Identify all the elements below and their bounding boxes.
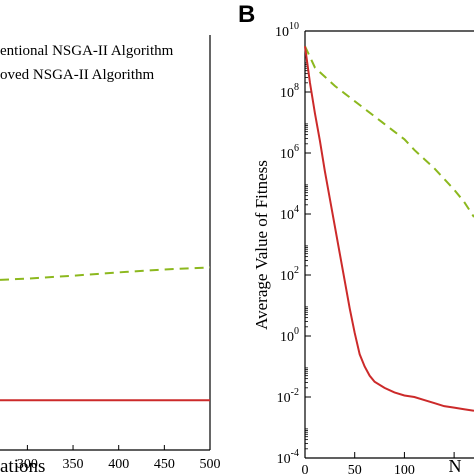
panel-b-series [304, 45, 474, 412]
x-tick-label: 0 [302, 463, 309, 474]
panel-a-series [0, 266, 211, 402]
panel-b-label: B [238, 1, 255, 28]
panel-b-y-ticks: 10-4 10-2 100 102 104 106 108 1010 [275, 21, 311, 467]
panel-a: 300 350 400 450 500 ations entional NSGA-II … [0, 35, 221, 474]
x-tick-label: 100 [394, 463, 415, 474]
panel-a-legend: entional NSGA-II Algorithm oved NSGA-II … [0, 43, 174, 83]
x-tick-label: 450 [154, 457, 175, 472]
x-tick-label: 300 [17, 457, 38, 472]
y-tick-label: 10-4 [277, 448, 299, 467]
y-tick-label: 1010 [275, 21, 299, 40]
series-line [0, 266, 211, 281]
panel-a-x-ticks: 300 350 400 450 500 [17, 445, 221, 472]
legend-entry-conventional: entional NSGA-II Algorithm [0, 43, 174, 59]
series-line [304, 45, 474, 218]
panel-b: B 10-4 10-2 100 102 104 106 108 1010 0 50 100 N Av… [238, 1, 474, 474]
panel-b-x-ticks: 0 50 100 N [302, 452, 462, 474]
x-tick-label: 500 [200, 457, 221, 472]
x-tick-label: 50 [348, 463, 362, 474]
x-tick-label: N [449, 456, 462, 474]
y-tick-label: 106 [280, 143, 299, 162]
x-tick-label: 350 [63, 457, 84, 472]
panel-a-x-axis-label: ations [0, 456, 45, 474]
y-tick-label: 102 [280, 265, 299, 284]
y-tick-label: 10-2 [277, 387, 299, 406]
y-tick-label: 100 [280, 326, 299, 345]
y-tick-label: 104 [280, 204, 299, 223]
legend-entry-improved: oved NSGA-II Algorithm [0, 67, 154, 83]
y-tick-label: 108 [280, 82, 299, 101]
panel-b-y-axis-label: Average Value of Fitness [252, 160, 271, 330]
series-line [304, 46, 474, 412]
x-tick-label: 400 [108, 457, 129, 472]
